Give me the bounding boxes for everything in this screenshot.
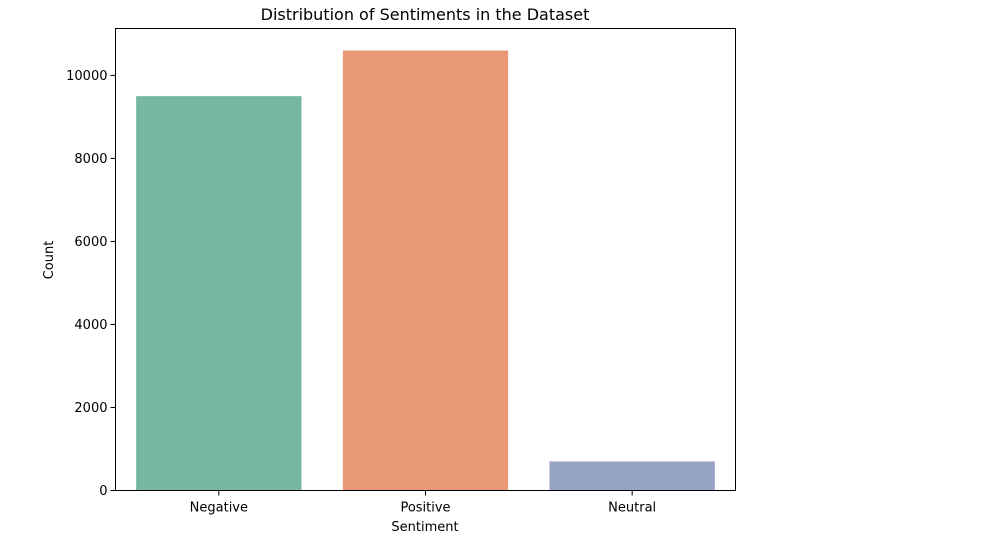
y-tick-label: 10000: [66, 69, 107, 84]
y-ticks-layer: 0 2000 4000 6000 8000 10000: [66, 69, 116, 499]
x-axis-label: Sentiment: [391, 520, 458, 535]
bar-positive: [342, 50, 509, 491]
y-axis-label: Count: [42, 241, 57, 280]
chart-title: Distribution of Sentiments in the Datase…: [261, 5, 590, 24]
y-tick-label: 4000: [74, 318, 107, 333]
x-tick-label-positive: Positive: [400, 501, 450, 516]
y-tick-label: 0: [99, 484, 107, 499]
bars-layer: [136, 50, 715, 491]
y-tick-label: 2000: [74, 401, 107, 416]
x-tick-label-negative: Negative: [190, 501, 248, 516]
x-tick-label-neutral: Neutral: [608, 501, 656, 516]
y-tick-label: 8000: [74, 152, 107, 167]
bar-negative: [136, 96, 302, 491]
y-tick-label: 6000: [74, 235, 107, 250]
bar-neutral: [549, 461, 715, 491]
plot-frame: [115, 28, 736, 491]
x-ticks-layer: Negative Positive Neutral: [190, 490, 656, 516]
